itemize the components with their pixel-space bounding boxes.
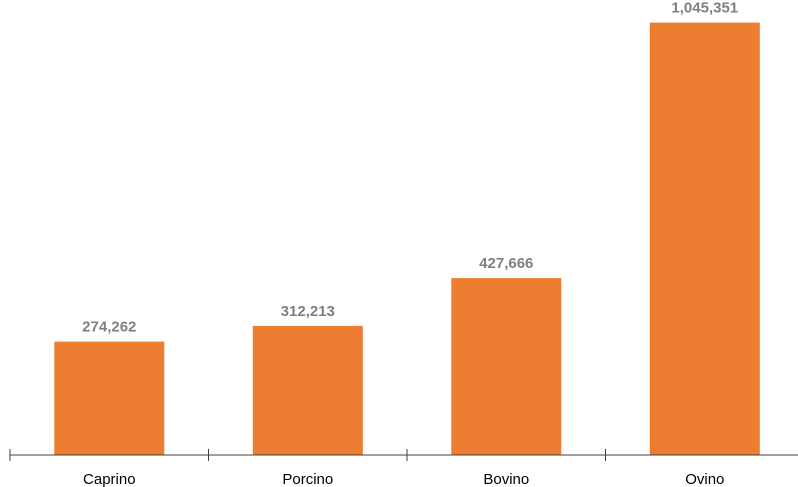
bar-ovino — [649, 22, 760, 455]
data-label-bovino: 427,666 — [479, 255, 533, 272]
bar-caprino — [54, 341, 165, 455]
x-tick-label-ovino: Ovino — [685, 471, 724, 487]
x-tick-label-porcino: Porcino — [282, 471, 333, 487]
data-label-caprino: 274,262 — [82, 319, 136, 336]
x-tick-label-bovino: Bovino — [483, 471, 529, 487]
x-tick-label-caprino: Caprino — [83, 471, 136, 487]
data-label-porcino: 312,213 — [281, 303, 335, 320]
data-labels-layer: 274,262 312,213 427,666 1,045,351 — [82, 0, 738, 336]
bar-bovino — [451, 278, 562, 455]
bar-porcino — [252, 325, 363, 455]
x-axis: Caprino Porcino Bovino Ovino — [9, 449, 798, 487]
data-label-ovino: 1,045,351 — [671, 0, 738, 17]
bars-layer — [54, 22, 760, 455]
